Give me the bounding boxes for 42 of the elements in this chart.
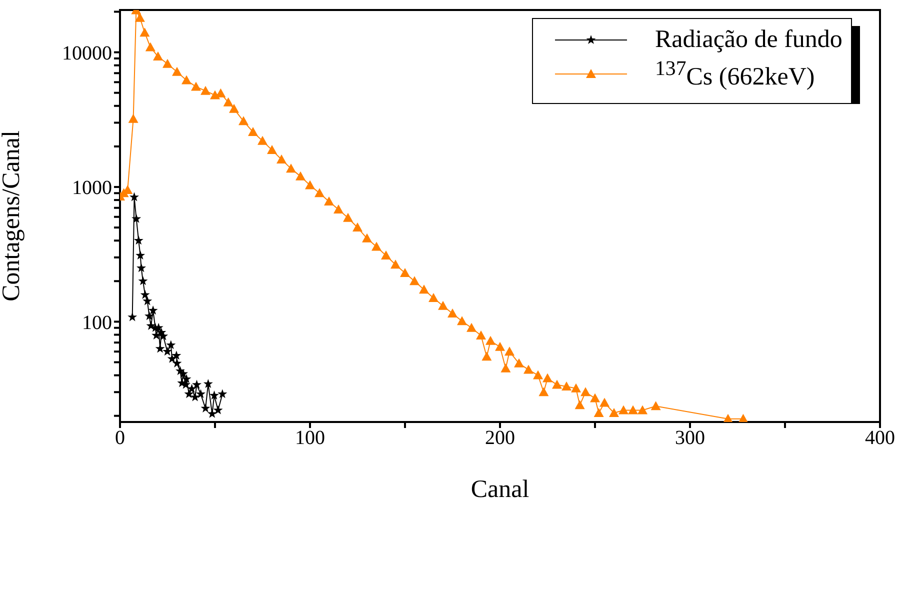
point bbox=[190, 392, 200, 402]
x-tick-label: 400 bbox=[865, 427, 895, 450]
point bbox=[158, 331, 168, 340]
point bbox=[184, 389, 194, 398]
y-tick-label: 1000 bbox=[72, 177, 112, 200]
point bbox=[187, 384, 197, 393]
point bbox=[136, 263, 146, 272]
point bbox=[142, 296, 152, 306]
x-tick-label: 200 bbox=[485, 427, 515, 450]
legend-label: $^{137}$Cs (662keV) bbox=[655, 56, 815, 92]
point bbox=[128, 312, 138, 322]
point bbox=[162, 346, 172, 356]
point bbox=[138, 276, 148, 286]
point bbox=[207, 408, 217, 418]
point bbox=[148, 306, 158, 315]
point bbox=[154, 322, 164, 332]
point bbox=[129, 192, 140, 202]
point bbox=[209, 390, 219, 400]
x-tick-label: 100 bbox=[295, 427, 325, 450]
y-tick-label: 10000 bbox=[62, 42, 112, 64]
point bbox=[178, 368, 188, 378]
point bbox=[166, 340, 176, 350]
point bbox=[182, 374, 192, 384]
point bbox=[136, 250, 146, 260]
point bbox=[132, 214, 142, 223]
y-axis-title: Contagens/Canal bbox=[0, 130, 25, 302]
point bbox=[172, 350, 182, 360]
x-tick-label: 0 bbox=[115, 427, 125, 450]
point bbox=[196, 389, 206, 398]
x-tick-label: 300 bbox=[675, 427, 705, 450]
x-axis-title: Canal bbox=[470, 476, 530, 503]
point bbox=[213, 405, 223, 414]
point bbox=[134, 236, 144, 245]
point bbox=[144, 311, 154, 320]
point bbox=[172, 358, 182, 368]
legend-label: Radiação de fundo bbox=[655, 26, 842, 54]
point bbox=[155, 344, 165, 353]
point bbox=[200, 403, 210, 412]
y-tick-label: 100 bbox=[82, 312, 112, 334]
point bbox=[192, 380, 202, 389]
point bbox=[203, 378, 213, 388]
point bbox=[218, 389, 228, 398]
